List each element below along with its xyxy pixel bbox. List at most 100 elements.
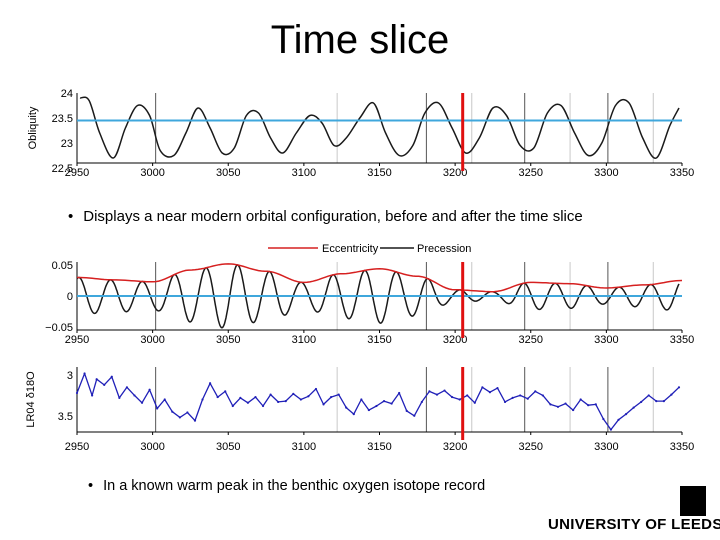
lr04-data-point	[83, 372, 86, 375]
lr04-data-point	[473, 401, 476, 404]
lr04-data-point	[91, 394, 94, 397]
bullet-orbital: • Displays a near modern orbital configur…	[68, 208, 583, 225]
lr04-data-point	[655, 400, 658, 403]
lr04-data-point	[360, 398, 363, 401]
x-tick-label: 3250	[519, 441, 543, 453]
lr04-data-point	[307, 395, 310, 398]
lr04-data-point	[458, 398, 461, 401]
lr04-data-point	[133, 394, 136, 397]
x-tick-label: 3000	[140, 441, 164, 453]
x-tick-label: 3250	[519, 167, 543, 179]
x-tick-label: 3100	[292, 334, 316, 346]
y-axis-label: Obliquity	[27, 106, 39, 149]
lr04-data-point	[572, 408, 575, 412]
lr04-data-point	[564, 402, 567, 405]
lr04-data-point	[488, 391, 492, 394]
lr04-data-point	[125, 386, 129, 389]
legend-eccentricity-label: Eccentricity	[322, 243, 379, 255]
lr04-data-point	[337, 393, 340, 396]
lr04-data-point	[277, 400, 280, 404]
y-tick-label: 0.05	[52, 260, 73, 272]
lr04-data-point	[103, 383, 106, 386]
slide-title: Time slice	[270, 18, 450, 62]
lr04-data-point	[156, 407, 159, 410]
lr04-data-point	[405, 409, 408, 412]
x-tick-label: 3250	[519, 334, 543, 346]
lr04-data-point	[609, 428, 613, 431]
eccentricity-line	[77, 263, 683, 293]
lr04-data-point	[163, 398, 166, 401]
lr04-data-point	[677, 386, 681, 389]
lr04-data-point	[556, 405, 560, 408]
lr04-data-point	[466, 394, 469, 397]
bullet-dot: •	[88, 478, 94, 494]
y-tick-label: 0	[67, 291, 73, 303]
x-tick-label: 3100	[292, 441, 316, 453]
y-axis-label: LR04 δ18O	[25, 371, 37, 428]
lr04-data-point	[292, 392, 295, 395]
x-tick-label: 3000	[140, 334, 164, 346]
x-tick-label: 2950	[65, 167, 89, 179]
x-tick-label: 3350	[670, 167, 694, 179]
lr04-data-point	[413, 414, 416, 417]
lr04-data-point	[209, 382, 212, 385]
lr04-data-point	[171, 410, 174, 413]
lr04-data-point	[541, 394, 544, 397]
lr04-data-point	[382, 400, 386, 403]
y-tick-label: 24	[61, 88, 73, 100]
lr04-data-point	[231, 404, 234, 408]
legend-precession-label: Precession	[417, 243, 471, 255]
lr04-data-point	[624, 413, 628, 416]
lr04-data-point	[428, 390, 431, 393]
x-tick-label: 3350	[670, 334, 694, 346]
x-tick-label: 3050	[216, 441, 240, 453]
bullet-orbital-text: Displays a near modern orbital configura…	[83, 208, 583, 225]
x-tick-label: 3050	[216, 334, 240, 346]
x-tick-label: 3200	[443, 441, 467, 453]
lr04-d18o-line	[76, 372, 680, 431]
lr04-data-point	[239, 396, 242, 399]
lr04-data-point	[594, 403, 597, 406]
lr04-data-point	[632, 406, 635, 409]
lr04-data-point	[246, 401, 250, 404]
university-logo: UNIVERSITY OF LEEDS	[548, 484, 720, 534]
obliquity-line	[79, 96, 680, 159]
x-tick-label: 3100	[292, 167, 316, 179]
lr04-data-point	[322, 403, 325, 406]
x-tick-label: 3150	[367, 334, 391, 346]
y-tick-label: 23.5	[52, 113, 73, 125]
lr04-data-point	[526, 397, 529, 400]
lr04-data-point	[435, 393, 439, 396]
y-tick-label: −0.05	[45, 322, 73, 334]
lr04-data-point	[118, 396, 121, 399]
y-tick-label: 3	[67, 370, 73, 382]
lr04-data-point	[579, 398, 582, 401]
logo-text: UNIVERSITY OF LEEDS	[548, 516, 720, 533]
lr04-data-point	[617, 418, 620, 421]
x-tick-label: 3350	[670, 441, 694, 453]
lr04-data-point	[443, 389, 446, 392]
y-tick-label: 22.5	[52, 163, 73, 175]
x-tick-label: 3300	[594, 334, 618, 346]
lr04-data-point	[549, 403, 552, 406]
bullet-warm-peak: • In a known warm peak in the benthic oxy…	[88, 478, 485, 494]
lr04-data-point	[375, 404, 378, 408]
lr04-data-point	[398, 391, 401, 395]
lr04-data-point	[186, 411, 189, 414]
lr04-data-point	[193, 419, 197, 422]
precession-line	[76, 264, 680, 329]
lr04-data-point	[284, 400, 287, 403]
lr04-data-point	[148, 388, 151, 391]
x-tick-label: 3150	[367, 167, 391, 179]
lr04-data-point	[390, 402, 393, 405]
lr04-data-point	[662, 400, 665, 403]
y-tick-label: 3.5	[58, 411, 73, 423]
lr04-data-point	[640, 400, 643, 404]
lr04-data-point	[451, 395, 454, 399]
lr04-data-point	[178, 416, 181, 419]
x-tick-label: 2950	[65, 334, 89, 346]
lr04-data-point	[216, 395, 219, 399]
lr04-data-point	[299, 398, 302, 401]
lr04-data-point	[140, 401, 144, 404]
lr04-data-point	[110, 375, 113, 378]
